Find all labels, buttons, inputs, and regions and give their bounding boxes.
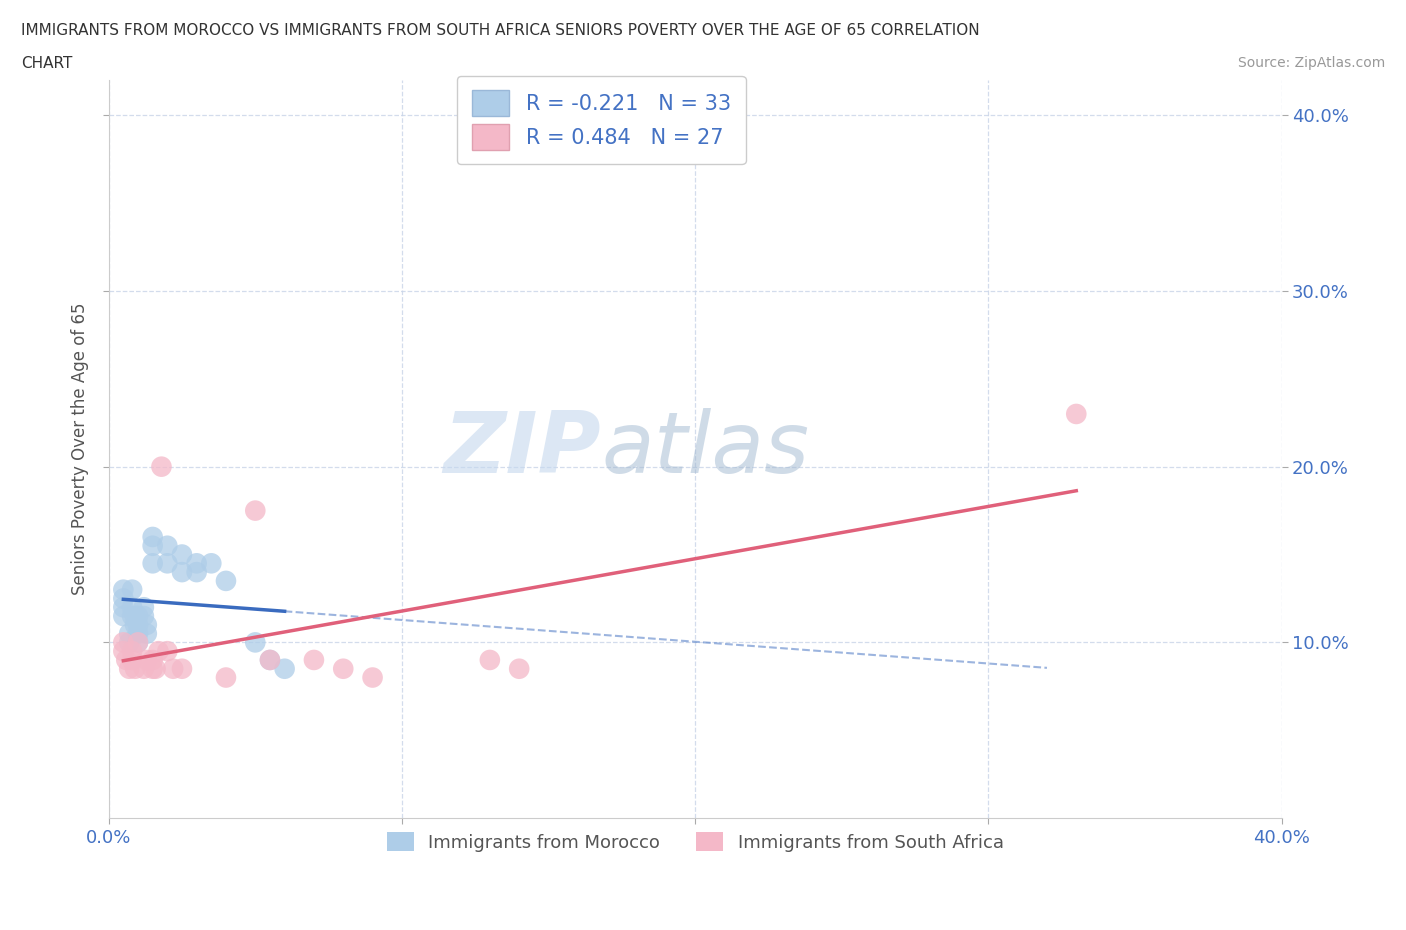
Point xyxy=(170,661,193,676)
Point xyxy=(156,538,179,553)
Point xyxy=(132,600,155,615)
Point xyxy=(156,556,179,571)
Point xyxy=(186,556,208,571)
Point xyxy=(150,459,173,474)
Point xyxy=(112,644,135,658)
Point xyxy=(145,661,167,676)
Point xyxy=(124,608,146,623)
Point xyxy=(361,671,384,685)
Point xyxy=(135,618,157,632)
Point xyxy=(112,582,135,597)
Point xyxy=(127,618,149,632)
Point xyxy=(478,653,501,668)
Point xyxy=(156,644,179,658)
Point xyxy=(142,538,165,553)
Point xyxy=(121,600,143,615)
Point xyxy=(118,661,141,676)
Point xyxy=(1064,406,1087,421)
Point xyxy=(121,582,143,597)
Point xyxy=(132,608,155,623)
Legend: Immigrants from Morocco, Immigrants from South Africa: Immigrants from Morocco, Immigrants from… xyxy=(378,823,1012,861)
Point xyxy=(508,661,530,676)
Point xyxy=(245,503,267,518)
Point xyxy=(115,653,138,668)
Point xyxy=(118,635,141,650)
Point xyxy=(215,574,238,589)
Point xyxy=(112,600,135,615)
Point xyxy=(112,591,135,606)
Point xyxy=(273,661,295,676)
Point xyxy=(142,529,165,544)
Point xyxy=(124,661,146,676)
Point xyxy=(170,547,193,562)
Point xyxy=(127,608,149,623)
Point xyxy=(332,661,354,676)
Point xyxy=(142,661,165,676)
Point xyxy=(148,644,170,658)
Point xyxy=(132,661,155,676)
Point xyxy=(127,626,149,641)
Point xyxy=(118,626,141,641)
Point xyxy=(259,653,281,668)
Point xyxy=(112,635,135,650)
Point xyxy=(135,653,157,668)
Point xyxy=(127,635,149,650)
Text: ZIP: ZIP xyxy=(444,407,602,491)
Text: CHART: CHART xyxy=(21,56,73,71)
Point xyxy=(112,608,135,623)
Text: IMMIGRANTS FROM MOROCCO VS IMMIGRANTS FROM SOUTH AFRICA SENIORS POVERTY OVER THE: IMMIGRANTS FROM MOROCCO VS IMMIGRANTS FR… xyxy=(21,23,980,38)
Point xyxy=(135,626,157,641)
Point xyxy=(200,556,222,571)
Point xyxy=(142,556,165,571)
Y-axis label: Seniors Poverty Over the Age of 65: Seniors Poverty Over the Age of 65 xyxy=(72,303,89,595)
Point xyxy=(259,653,281,668)
Point xyxy=(121,653,143,668)
Point xyxy=(121,608,143,623)
Point xyxy=(245,635,267,650)
Point xyxy=(124,618,146,632)
Text: atlas: atlas xyxy=(602,407,810,491)
Point xyxy=(302,653,325,668)
Point xyxy=(127,635,149,650)
Point xyxy=(186,565,208,579)
Point xyxy=(121,644,143,658)
Point xyxy=(142,653,165,668)
Text: Source: ZipAtlas.com: Source: ZipAtlas.com xyxy=(1237,56,1385,70)
Point xyxy=(170,565,193,579)
Point xyxy=(215,671,238,685)
Point xyxy=(162,661,184,676)
